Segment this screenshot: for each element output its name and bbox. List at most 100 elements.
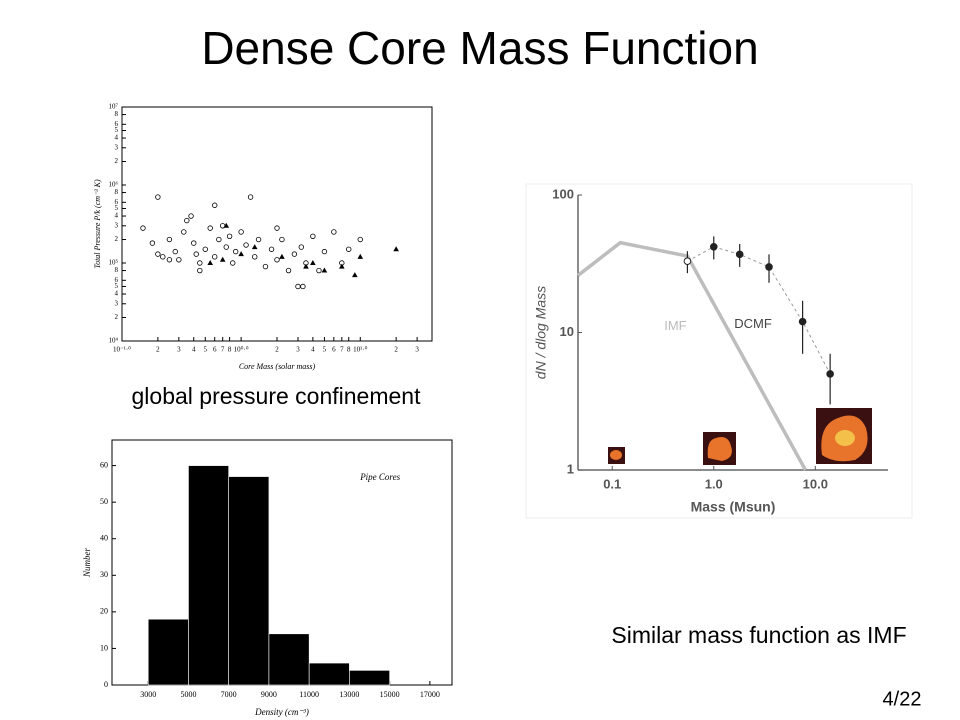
y-axis-label: Total Pressure P/k (cm⁻³ K) [93, 179, 102, 269]
point [160, 254, 166, 260]
point [826, 370, 834, 378]
series-label: DCMF [734, 316, 772, 331]
point [346, 246, 352, 252]
page-number: 4/22 [883, 688, 922, 710]
y-tick-label: 20 [100, 607, 108, 616]
point [295, 283, 301, 290]
point [212, 202, 218, 208]
core-blob [835, 430, 855, 446]
y-tick-label: 3 [115, 221, 119, 229]
point [238, 229, 244, 235]
point [765, 263, 773, 271]
point [197, 267, 203, 274]
point [798, 317, 807, 326]
bar [228, 476, 270, 686]
point [303, 263, 309, 269]
y-tick-label: 3 [115, 299, 119, 307]
y-tick-label: 10⁵ [109, 259, 119, 267]
point [352, 272, 358, 278]
x-tick-label: 3 [296, 346, 300, 354]
point [191, 240, 197, 246]
point [274, 225, 280, 231]
point [357, 236, 363, 243]
y-tick-label: 8 [115, 188, 119, 196]
x-tick-label: 2 [275, 346, 279, 354]
y-tick-label: 6 [115, 120, 119, 128]
x-tick-label: 5 [323, 346, 327, 354]
plot-frame [121, 106, 433, 342]
point [279, 253, 285, 259]
y-tick-label: 10⁴ [109, 337, 119, 345]
point [735, 250, 744, 259]
point [255, 236, 262, 243]
x-tick-label: 8 [347, 346, 351, 354]
point [172, 248, 178, 255]
x-tick-label: 5000 [180, 690, 196, 699]
x-tick-label: 5 [204, 346, 208, 354]
point [247, 194, 254, 200]
x-tick-label: 10.0 [803, 476, 828, 491]
x-tick-label: 6 [213, 346, 217, 354]
x-tick-label: 4 [311, 346, 315, 354]
point [230, 260, 236, 266]
y-tick-label: 3 [115, 143, 119, 151]
point [683, 257, 692, 266]
point [300, 283, 306, 290]
x-tick-label: 3 [415, 346, 419, 354]
x-tick-label: 9000 [261, 690, 277, 699]
x-tick-label: 1.0 [705, 476, 723, 491]
series-label: IMF [664, 318, 686, 333]
point [140, 225, 146, 231]
y-tick-label: 50 [100, 497, 108, 506]
point [291, 251, 298, 257]
y-tick-label: 60 [100, 460, 108, 469]
point [216, 236, 222, 243]
slide-title: Dense Core Mass Function [201, 22, 758, 74]
point [310, 260, 316, 265]
line [576, 240, 807, 471]
x-tick-label: 7 [221, 346, 225, 354]
x-tick-label: 4 [192, 346, 196, 354]
y-tick-label: 2 [115, 313, 119, 321]
point [252, 254, 258, 260]
x-tick-label: 8 [228, 346, 232, 354]
point [226, 233, 233, 239]
point [331, 229, 337, 235]
y-tick-label: 0 [104, 680, 108, 689]
point [393, 246, 399, 252]
point [709, 243, 718, 251]
annotation: Pipe Cores [359, 472, 400, 482]
bar [308, 662, 350, 686]
point [339, 263, 345, 269]
y-tick-label: 10⁶ [109, 181, 119, 189]
x-tick-label: 13000 [339, 690, 359, 699]
point [219, 256, 226, 262]
x-axis-label: Core Mass (solar mass) [239, 362, 316, 371]
point [197, 260, 203, 266]
point [166, 257, 173, 263]
y-tick-label: 6 [115, 198, 119, 206]
point [357, 253, 364, 259]
y-tick-label: 1 [567, 461, 574, 476]
point [238, 251, 244, 257]
figure-panel [525, 183, 913, 519]
core-images [608, 408, 872, 465]
y-tick-label: 8 [115, 110, 119, 118]
bar [268, 633, 310, 686]
point [310, 233, 316, 239]
point [316, 267, 322, 274]
y-tick-label: 4 [115, 290, 119, 298]
point [321, 248, 328, 255]
bar [188, 465, 229, 686]
y-tick-label: 2 [115, 235, 119, 243]
y-tick-label: 40 [100, 534, 108, 543]
point [285, 267, 292, 274]
core-blob [707, 437, 732, 461]
point [212, 254, 218, 260]
point [188, 213, 194, 219]
y-tick-label: 5 [115, 204, 119, 212]
y-tick-label: 5 [115, 126, 119, 134]
y-tick-label: 2 [115, 157, 119, 165]
point [202, 246, 208, 252]
line [687, 246, 831, 375]
